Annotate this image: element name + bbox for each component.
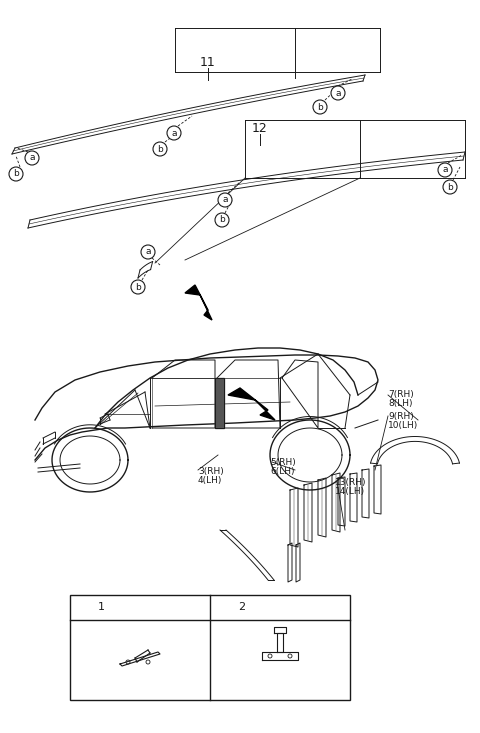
Polygon shape xyxy=(185,285,212,320)
Text: b: b xyxy=(317,103,323,111)
Text: a: a xyxy=(335,89,341,97)
Text: 6(LH): 6(LH) xyxy=(270,467,295,476)
Text: 14(LH): 14(LH) xyxy=(335,487,365,496)
Circle shape xyxy=(218,193,232,207)
Text: b: b xyxy=(157,144,163,153)
Text: 8(LH): 8(LH) xyxy=(388,399,412,408)
Text: a: a xyxy=(145,248,151,257)
Circle shape xyxy=(443,180,457,194)
Text: a: a xyxy=(29,153,35,163)
Text: b: b xyxy=(219,216,225,224)
Circle shape xyxy=(167,126,181,140)
Text: 13(RH): 13(RH) xyxy=(335,478,367,487)
Text: 2: 2 xyxy=(238,602,245,612)
Text: 5(RH): 5(RH) xyxy=(270,458,296,467)
Text: 3(RH): 3(RH) xyxy=(198,467,224,476)
Text: a: a xyxy=(82,603,88,611)
Circle shape xyxy=(131,280,145,294)
Text: a: a xyxy=(442,166,448,174)
Text: b: b xyxy=(222,603,228,611)
Circle shape xyxy=(25,151,39,165)
Text: a: a xyxy=(171,128,177,138)
Text: b: b xyxy=(135,282,141,292)
Text: 10(LH): 10(LH) xyxy=(388,421,418,430)
Text: 7(RH): 7(RH) xyxy=(388,390,414,399)
Circle shape xyxy=(141,245,155,259)
Circle shape xyxy=(9,167,23,181)
Circle shape xyxy=(331,86,345,100)
Polygon shape xyxy=(215,378,224,428)
Text: a: a xyxy=(222,196,228,205)
Bar xyxy=(70,595,350,700)
Text: 9(RH): 9(RH) xyxy=(388,412,414,421)
Text: 4(LH): 4(LH) xyxy=(198,476,222,485)
Circle shape xyxy=(313,100,327,114)
Text: 11: 11 xyxy=(200,56,216,68)
Text: b: b xyxy=(13,169,19,179)
Text: b: b xyxy=(447,183,453,191)
Circle shape xyxy=(153,142,167,156)
Circle shape xyxy=(438,163,452,177)
Circle shape xyxy=(218,600,232,614)
Polygon shape xyxy=(228,388,275,420)
Circle shape xyxy=(78,600,92,614)
Circle shape xyxy=(215,213,229,227)
Text: 1: 1 xyxy=(98,602,105,612)
Text: 12: 12 xyxy=(252,122,268,134)
